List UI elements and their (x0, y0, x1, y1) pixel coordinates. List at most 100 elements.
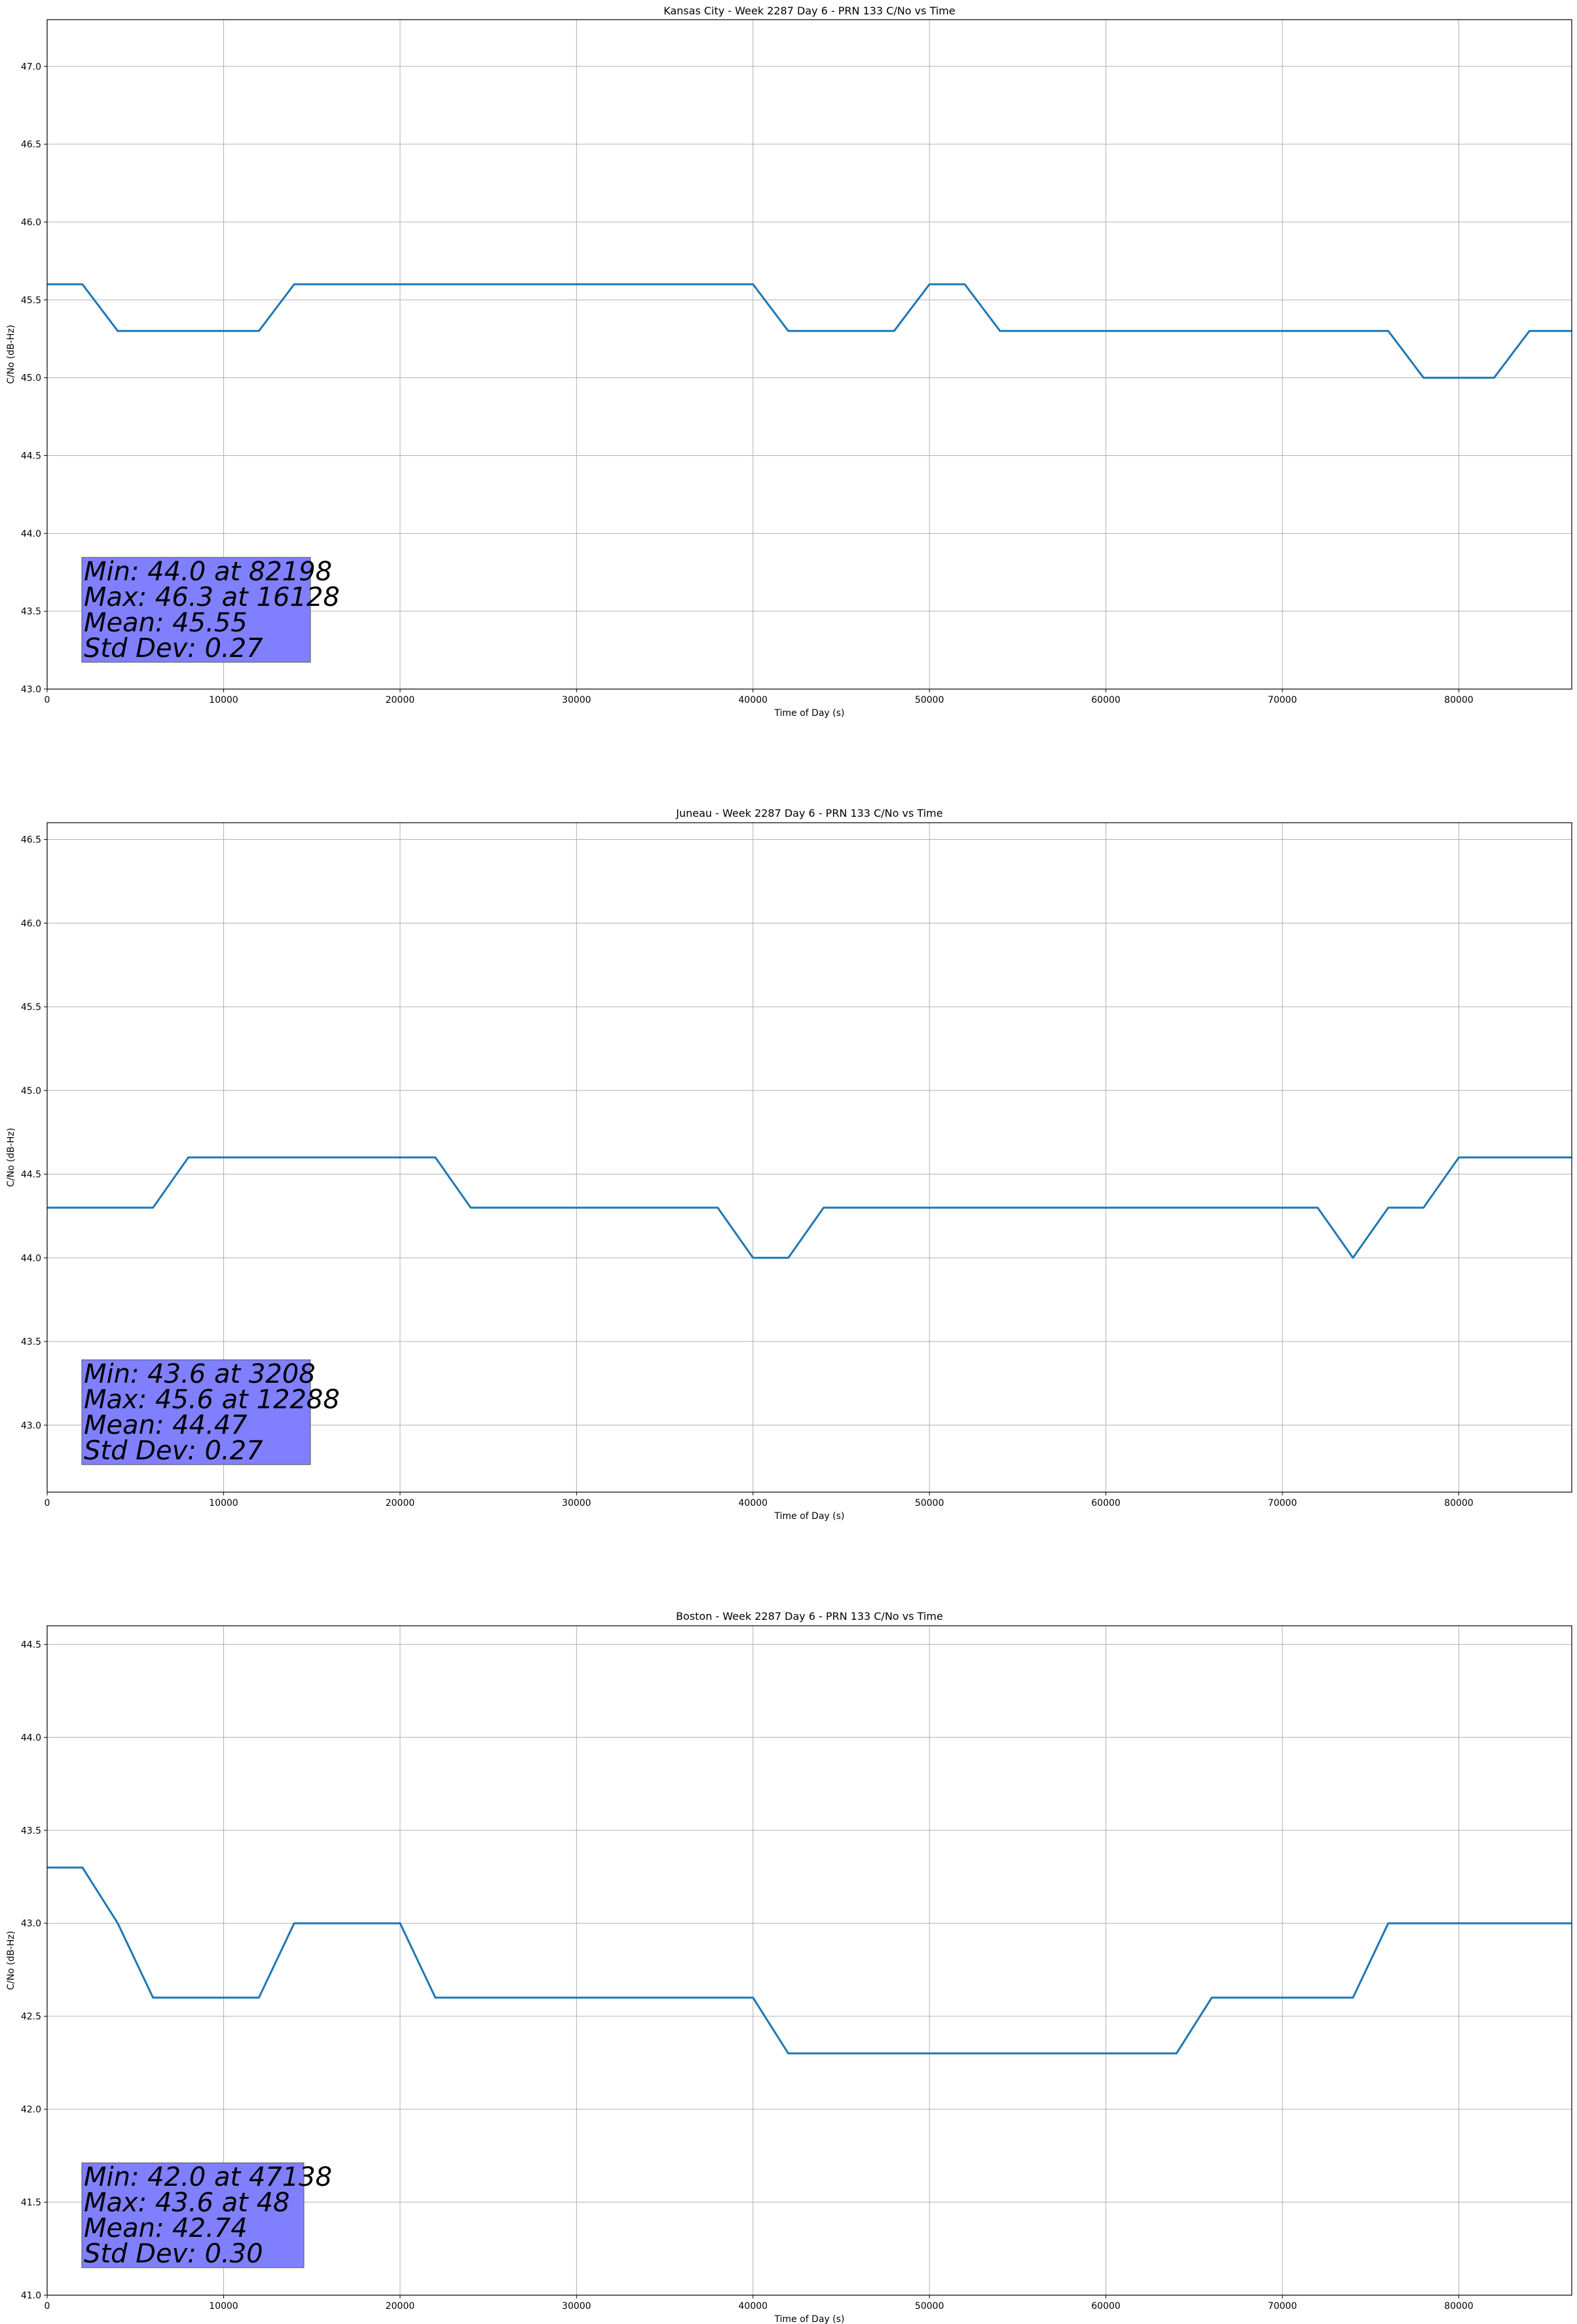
x-tick-label: 50000 (915, 695, 944, 705)
stats-box: Min: 42.0 at 47138 Max: 43.6 at 48 Mean:… (81, 2162, 332, 2269)
x-tick-label: 0 (45, 2301, 50, 2312)
x-tick-label: 10000 (209, 2301, 238, 2312)
y-gridlines (47, 839, 1572, 1426)
y-axis-label: C/No (dB-Hz) (6, 1128, 16, 1187)
stats-max: Max: 45.6 at 12288 (84, 1385, 340, 1415)
y-tick-label: 43.5 (21, 1826, 41, 1836)
panel-boston: Boston - Week 2287 Day 6 - PRN 133 C/No … (6, 1610, 1572, 2324)
stats-box: Min: 43.6 at 3208 Max: 45.6 at 12288 Mea… (81, 1359, 340, 1466)
y-tick-label: 43.0 (21, 684, 41, 695)
y-tick-label: 44.0 (21, 529, 41, 539)
stats-mean: Mean: 42.74 (84, 2213, 248, 2243)
x-tick-label: 60000 (1091, 2301, 1121, 2312)
y-tick-label: 45.5 (21, 1002, 41, 1013)
x-tick-label: 80000 (1444, 695, 1474, 705)
x-tick-label: 30000 (562, 2301, 591, 2312)
y-tick-label: 41.0 (21, 2291, 41, 2301)
chart-title: Kansas City - Week 2287 Day 6 - PRN 133 … (663, 5, 955, 17)
x-tick-labels: 0 10000 20000 30000 40000 50000 60000 70000 8000… (45, 689, 1474, 705)
y-tick-label: 47.0 (21, 62, 41, 72)
y-tick-label: 42.0 (21, 2105, 41, 2115)
x-tick-label: 10000 (209, 695, 238, 705)
y-tick-label: 41.5 (21, 2198, 41, 2208)
y-tick-label: 43.0 (21, 1919, 41, 1929)
y-tick-labels: 43.0 43.5 44.0 44.5 45.0 45.5 46.0 46.5 47.0 (21, 62, 47, 695)
cno-series (47, 1156, 1572, 1259)
x-tick-labels: 0 10000 20000 30000 40000 50000 60000 70000 8000… (45, 1492, 1474, 1509)
x-tick-labels: 0 10000 20000 30000 40000 50000 60000 70000 8000… (45, 2295, 1474, 2312)
x-tick-label: 40000 (739, 1498, 768, 1509)
stats-std: Std Dev: 0.30 (84, 2239, 263, 2269)
x-axis-label: Time of Day (s) (774, 1511, 845, 1522)
y-tick-label: 46.5 (21, 140, 41, 150)
x-tick-label: 0 (45, 695, 50, 705)
cno-line (47, 283, 1572, 379)
cno-series (47, 283, 1572, 379)
x-tick-label: 0 (45, 1498, 50, 1509)
x-tick-label: 70000 (1268, 695, 1297, 705)
cno-series (47, 1866, 1572, 2055)
x-tick-label: 80000 (1444, 2301, 1474, 2312)
y-tick-label: 42.5 (21, 2012, 41, 2022)
y-tick-label: 44.5 (21, 451, 41, 461)
stats-min: Min: 44.0 at 82198 (84, 557, 332, 587)
plot-frame (46, 19, 1572, 690)
panel-kansas-city: Kansas City - Week 2287 Day 6 - PRN 133 … (6, 5, 1572, 719)
stats-box-background (81, 1359, 311, 1465)
stats-max: Max: 46.3 at 16128 (84, 582, 340, 612)
y-tick-labels: 43.0 43.5 44.0 44.5 45.0 45.5 46.0 46.5 (21, 835, 47, 1431)
x-tick-label: 30000 (562, 1498, 591, 1509)
y-axis-label: C/No (dB-Hz) (6, 1931, 16, 1990)
y-axis-label: C/No (dB-Hz) (6, 325, 16, 384)
x-gridlines (223, 20, 1460, 689)
x-tick-label: 10000 (209, 1498, 238, 1509)
x-tick-label: 60000 (1091, 1498, 1121, 1509)
stats-min: Min: 42.0 at 47138 (84, 2162, 332, 2192)
stats-box-background (81, 2162, 305, 2268)
x-axis-label: Time of Day (s) (774, 708, 845, 719)
x-tick-label: 30000 (562, 695, 591, 705)
x-tick-label: 50000 (915, 1498, 944, 1509)
stats-min: Min: 43.6 at 3208 (84, 1359, 316, 1389)
panel-juneau: Juneau - Week 2287 Day 6 - PRN 133 C/No … (6, 807, 1572, 1522)
x-tick-label: 70000 (1268, 1498, 1297, 1509)
stats-mean: Mean: 44.47 (84, 1410, 248, 1440)
x-tick-label: 40000 (739, 695, 768, 705)
x-tick-label: 20000 (386, 1498, 415, 1509)
x-tick-label: 40000 (739, 2301, 768, 2312)
y-tick-label: 45.0 (21, 373, 41, 384)
y-tick-label: 43.5 (21, 1337, 41, 1347)
x-tick-label: 20000 (386, 695, 415, 705)
stats-mean: Mean: 45.55 (84, 608, 248, 638)
y-tick-label: 43.5 (21, 607, 41, 617)
stats-std: Std Dev: 0.27 (84, 633, 263, 664)
y-tick-label: 44.5 (21, 1640, 41, 1650)
x-axis-label: Time of Day (s) (774, 2314, 845, 2324)
cno-line (47, 1866, 1572, 2055)
stats-std: Std Dev: 0.27 (84, 1436, 263, 1466)
y-tick-label: 45.5 (21, 295, 41, 306)
y-tick-label: 44.0 (21, 1253, 41, 1264)
plot-frame (46, 822, 1572, 1493)
y-tick-label: 45.0 (21, 1086, 41, 1096)
chart-title: Boston - Week 2287 Day 6 - PRN 133 C/No … (676, 1610, 943, 1622)
y-tick-label: 46.0 (21, 918, 41, 929)
y-tick-labels: 41.0 41.5 42.0 42.5 43.0 43.5 44.0 44.5 (21, 1640, 47, 2301)
y-tick-label: 44.0 (21, 1733, 41, 1743)
stats-max: Max: 43.6 at 48 (84, 2188, 289, 2218)
x-gridlines (223, 1626, 1460, 2295)
y-tick-label: 44.5 (21, 1170, 41, 1180)
x-tick-label: 20000 (386, 2301, 415, 2312)
x-tick-label: 50000 (915, 2301, 944, 2312)
x-tick-label: 60000 (1091, 695, 1121, 705)
x-tick-label: 80000 (1444, 1498, 1474, 1509)
y-tick-label: 46.0 (21, 217, 41, 228)
x-tick-label: 70000 (1268, 2301, 1297, 2312)
chart-title: Juneau - Week 2287 Day 6 - PRN 133 C/No … (675, 807, 942, 819)
stats-box: Min: 44.0 at 82198 Max: 46.3 at 16128 Me… (81, 557, 340, 664)
y-tick-label: 43.0 (21, 1421, 41, 1431)
plot-frame (46, 1625, 1572, 2296)
stats-box-background (81, 557, 311, 663)
cno-line (47, 1156, 1572, 1259)
